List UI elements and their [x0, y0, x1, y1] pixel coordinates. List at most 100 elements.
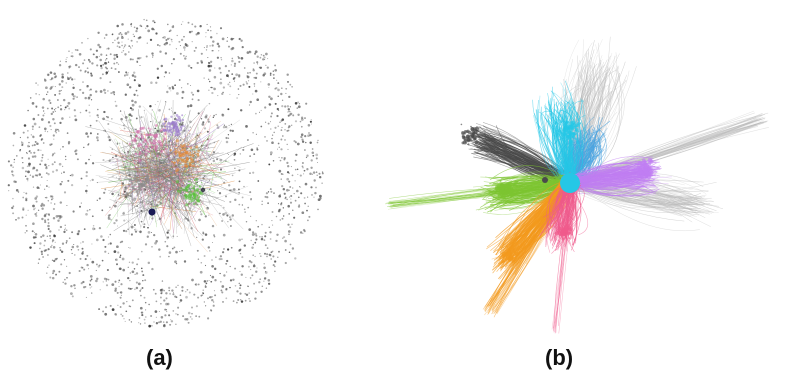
node: [176, 168, 180, 172]
node: [99, 90, 103, 93]
edge: [193, 146, 204, 172]
node: [515, 252, 519, 256]
node: [173, 111, 177, 115]
edge: [203, 184, 251, 196]
node: [150, 145, 155, 149]
node: [163, 76, 166, 78]
node: [159, 45, 161, 47]
node: [217, 45, 221, 48]
edge: [538, 111, 567, 181]
node: [283, 236, 286, 239]
node: [244, 211, 246, 213]
node: [95, 49, 99, 52]
node: [268, 282, 271, 285]
node: [47, 131, 49, 133]
hub-node: [148, 208, 156, 216]
node: [165, 39, 168, 41]
node: [208, 69, 212, 72]
node: [81, 247, 84, 250]
node: [104, 66, 107, 69]
edge: [120, 207, 163, 217]
node: [254, 232, 257, 236]
node: [169, 37, 171, 39]
node: [182, 158, 185, 162]
node: [144, 145, 148, 149]
node: [188, 161, 192, 165]
edge: [510, 175, 567, 275]
node: [179, 125, 183, 129]
node: [561, 237, 565, 241]
node: [88, 104, 90, 106]
edge: [113, 138, 126, 168]
node: [209, 296, 212, 299]
node: [21, 166, 25, 170]
node: [141, 191, 144, 194]
edge: [147, 198, 173, 239]
node: [42, 142, 45, 144]
node: [34, 212, 37, 216]
node: [166, 37, 170, 41]
node: [287, 165, 290, 168]
node: [245, 221, 248, 223]
edge: [109, 179, 122, 194]
node: [147, 29, 151, 33]
node: [26, 136, 29, 139]
node: [247, 265, 250, 268]
node: [128, 305, 131, 308]
node: [51, 72, 53, 74]
node: [73, 284, 76, 287]
node: [150, 120, 152, 123]
node: [217, 95, 219, 97]
node: [54, 86, 56, 88]
node: [288, 213, 291, 215]
edge: [150, 189, 158, 228]
node: [135, 272, 139, 275]
node: [44, 248, 48, 252]
node: [15, 218, 17, 221]
node: [229, 200, 232, 203]
node: [99, 64, 103, 68]
node: [179, 52, 182, 55]
node: [309, 133, 312, 137]
node: [260, 237, 264, 241]
node: [277, 88, 280, 92]
node: [241, 196, 244, 199]
edge: [145, 159, 149, 171]
node: [233, 80, 235, 82]
node: [134, 75, 137, 78]
node: [219, 280, 222, 283]
node: [245, 293, 249, 297]
node: [209, 64, 213, 68]
node: [98, 45, 102, 49]
node: [126, 30, 130, 34]
node: [226, 36, 229, 39]
node: [66, 72, 69, 74]
node: [205, 282, 208, 285]
node: [266, 253, 269, 256]
node: [251, 246, 254, 250]
node: [511, 245, 515, 249]
node: [150, 128, 152, 130]
node: [97, 31, 100, 34]
node: [49, 245, 53, 249]
node: [306, 168, 309, 171]
node: [155, 177, 158, 180]
node: [63, 171, 65, 174]
node: [60, 250, 64, 253]
edge: [134, 146, 167, 150]
node: [107, 61, 110, 63]
node: [85, 174, 88, 178]
node: [190, 187, 193, 190]
node: [204, 115, 208, 119]
node: [272, 73, 275, 76]
node: [298, 204, 301, 206]
node: [292, 187, 294, 189]
node: [155, 32, 158, 35]
node: [163, 299, 166, 302]
edge: [124, 139, 133, 170]
node: [117, 251, 120, 254]
node: [174, 147, 177, 150]
node: [247, 206, 250, 209]
edge: [145, 183, 157, 225]
node: [68, 67, 70, 69]
